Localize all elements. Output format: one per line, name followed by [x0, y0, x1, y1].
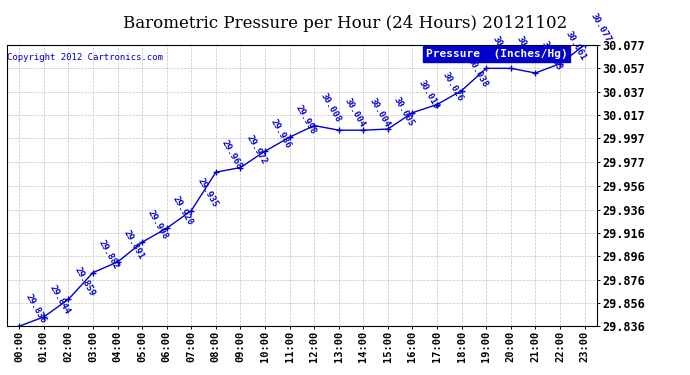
Text: 29.836: 29.836 [23, 292, 48, 325]
Text: 30.038: 30.038 [466, 57, 490, 89]
Text: 30.053: 30.053 [540, 39, 564, 72]
Text: 30.026: 30.026 [441, 71, 465, 103]
Text: 29.891: 29.891 [121, 228, 146, 261]
Text: 30.019: 30.019 [417, 79, 441, 111]
Text: 30.005: 30.005 [392, 95, 416, 128]
Text: 29.998: 29.998 [294, 104, 317, 136]
Text: 30.077: 30.077 [589, 11, 613, 44]
Text: 30.061: 30.061 [564, 30, 588, 62]
Text: Pressure  (Inches/Hg): Pressure (Inches/Hg) [426, 49, 567, 59]
Text: 29.986: 29.986 [269, 117, 293, 150]
Text: 30.057: 30.057 [491, 34, 514, 67]
Text: 30.004: 30.004 [368, 96, 391, 129]
Text: 29.972: 29.972 [244, 134, 268, 166]
Text: 29.920: 29.920 [171, 194, 195, 227]
Text: 29.882: 29.882 [97, 239, 121, 271]
Text: 29.935: 29.935 [195, 177, 219, 209]
Text: 29.859: 29.859 [72, 266, 97, 298]
Text: Barometric Pressure per Hour (24 Hours) 20121102: Barometric Pressure per Hour (24 Hours) … [123, 15, 567, 32]
Text: Copyright 2012 Cartronics.com: Copyright 2012 Cartronics.com [8, 54, 164, 62]
Text: 29.908: 29.908 [146, 209, 170, 241]
Text: 30.008: 30.008 [318, 92, 342, 124]
Text: 30.057: 30.057 [515, 34, 539, 67]
Text: 29.968: 29.968 [220, 138, 244, 171]
Text: 29.844: 29.844 [48, 283, 72, 315]
Text: 30.004: 30.004 [343, 96, 367, 129]
